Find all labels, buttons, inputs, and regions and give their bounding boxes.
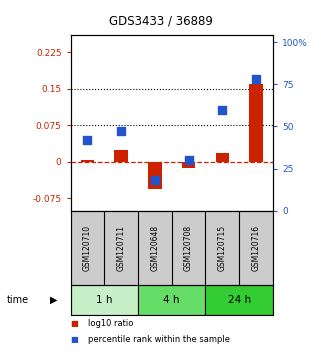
Text: 4 h: 4 h — [163, 295, 180, 305]
Text: GDS3433 / 36889: GDS3433 / 36889 — [108, 14, 213, 27]
Bar — [205, 285, 273, 315]
Text: GSM120716: GSM120716 — [251, 225, 261, 271]
Text: time: time — [6, 295, 29, 305]
Text: ▶: ▶ — [50, 295, 57, 305]
Bar — [138, 285, 205, 315]
Text: GSM120710: GSM120710 — [83, 225, 92, 271]
Bar — [114, 150, 128, 162]
Text: log10 ratio: log10 ratio — [88, 319, 134, 327]
Bar — [249, 84, 263, 162]
Bar — [148, 162, 161, 189]
Text: GSM120648: GSM120648 — [150, 225, 160, 271]
Text: ■: ■ — [71, 319, 79, 327]
Point — [253, 76, 258, 82]
Bar — [182, 162, 195, 168]
Text: ■: ■ — [71, 335, 79, 344]
Point — [186, 157, 191, 163]
Text: GSM120711: GSM120711 — [117, 225, 126, 271]
Point — [85, 137, 90, 143]
Point — [152, 177, 157, 183]
Text: 24 h: 24 h — [228, 295, 251, 305]
Point — [220, 107, 225, 112]
Text: GSM120715: GSM120715 — [218, 225, 227, 271]
Bar — [215, 153, 229, 162]
Bar — [81, 160, 94, 162]
Text: percentile rank within the sample: percentile rank within the sample — [88, 335, 230, 344]
Text: 1 h: 1 h — [96, 295, 113, 305]
Bar — [71, 285, 138, 315]
Text: GSM120708: GSM120708 — [184, 225, 193, 271]
Point — [118, 129, 124, 134]
